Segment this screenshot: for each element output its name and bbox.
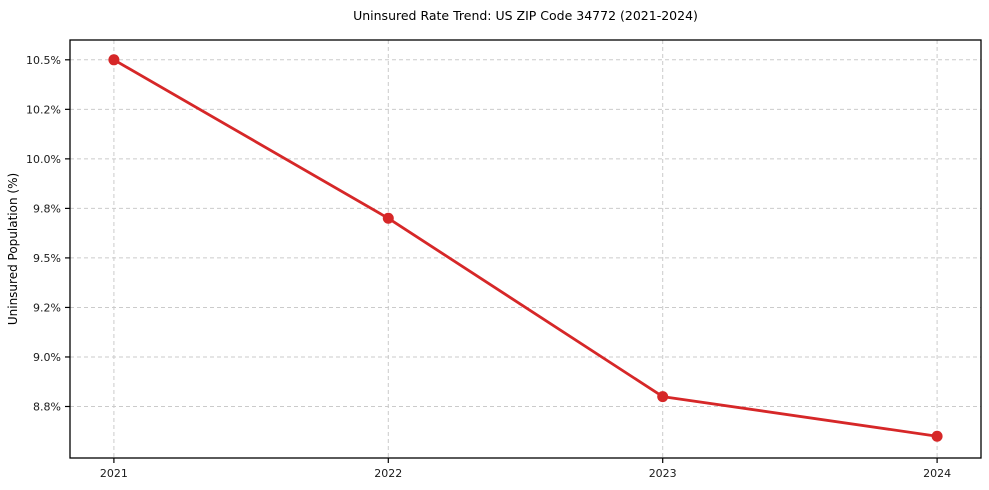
data-point-marker [108,54,120,66]
data-point-marker [382,212,394,224]
chart-title: Uninsured Rate Trend: US ZIP Code 34772 … [353,8,698,23]
y-tick-label: 9.5% [33,252,61,265]
data-point-marker [931,430,943,442]
axes-box [69,39,982,459]
y-tick-label: 8.8% [33,400,61,413]
y-tick-label: 10.0% [26,153,61,166]
trend-line [112,58,939,438]
data-point-marker [657,391,669,403]
y-tick-label: 9.0% [33,351,61,364]
x-tick-label: 2023 [649,467,677,480]
y-tick-label: 10.5% [26,54,61,67]
x-tick-label: 2022 [374,467,402,480]
y-tick-label: 9.2% [33,301,61,314]
y-tick-label: 9.8% [33,202,61,215]
x-tick-label: 2024 [923,467,951,480]
x-tick-label: 2021 [100,467,128,480]
y-tick-label: 10.2% [26,103,61,116]
